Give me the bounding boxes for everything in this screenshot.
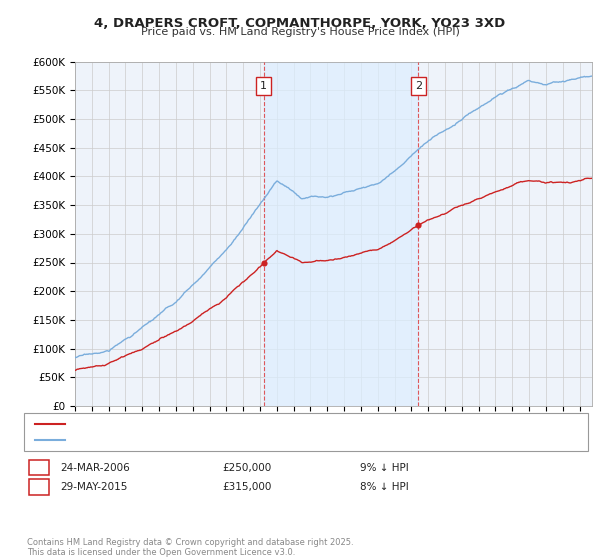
Text: Price paid vs. HM Land Registry's House Price Index (HPI): Price paid vs. HM Land Registry's House … bbox=[140, 27, 460, 37]
Text: Contains HM Land Registry data © Crown copyright and database right 2025.
This d: Contains HM Land Registry data © Crown c… bbox=[27, 538, 353, 557]
Bar bbox=[264, 62, 418, 406]
Text: £315,000: £315,000 bbox=[222, 482, 271, 492]
Text: 29-MAY-2015: 29-MAY-2015 bbox=[60, 482, 127, 492]
Point bbox=[413, 221, 423, 230]
Text: 8% ↓ HPI: 8% ↓ HPI bbox=[360, 482, 409, 492]
Text: 2: 2 bbox=[35, 482, 43, 492]
Text: £250,000: £250,000 bbox=[222, 463, 271, 473]
Text: 2: 2 bbox=[415, 81, 422, 91]
Point bbox=[259, 258, 269, 267]
Text: 1: 1 bbox=[260, 81, 267, 91]
Text: 9% ↓ HPI: 9% ↓ HPI bbox=[360, 463, 409, 473]
Text: HPI: Average price, detached house, York: HPI: Average price, detached house, York bbox=[72, 435, 273, 445]
Text: 1: 1 bbox=[35, 463, 43, 473]
Text: 4, DRAPERS CROFT, COPMANTHORPE, YORK, YO23 3XD (detached house): 4, DRAPERS CROFT, COPMANTHORPE, YORK, YO… bbox=[72, 419, 432, 429]
Text: 4, DRAPERS CROFT, COPMANTHORPE, YORK, YO23 3XD: 4, DRAPERS CROFT, COPMANTHORPE, YORK, YO… bbox=[94, 17, 506, 30]
Text: 24-MAR-2006: 24-MAR-2006 bbox=[60, 463, 130, 473]
